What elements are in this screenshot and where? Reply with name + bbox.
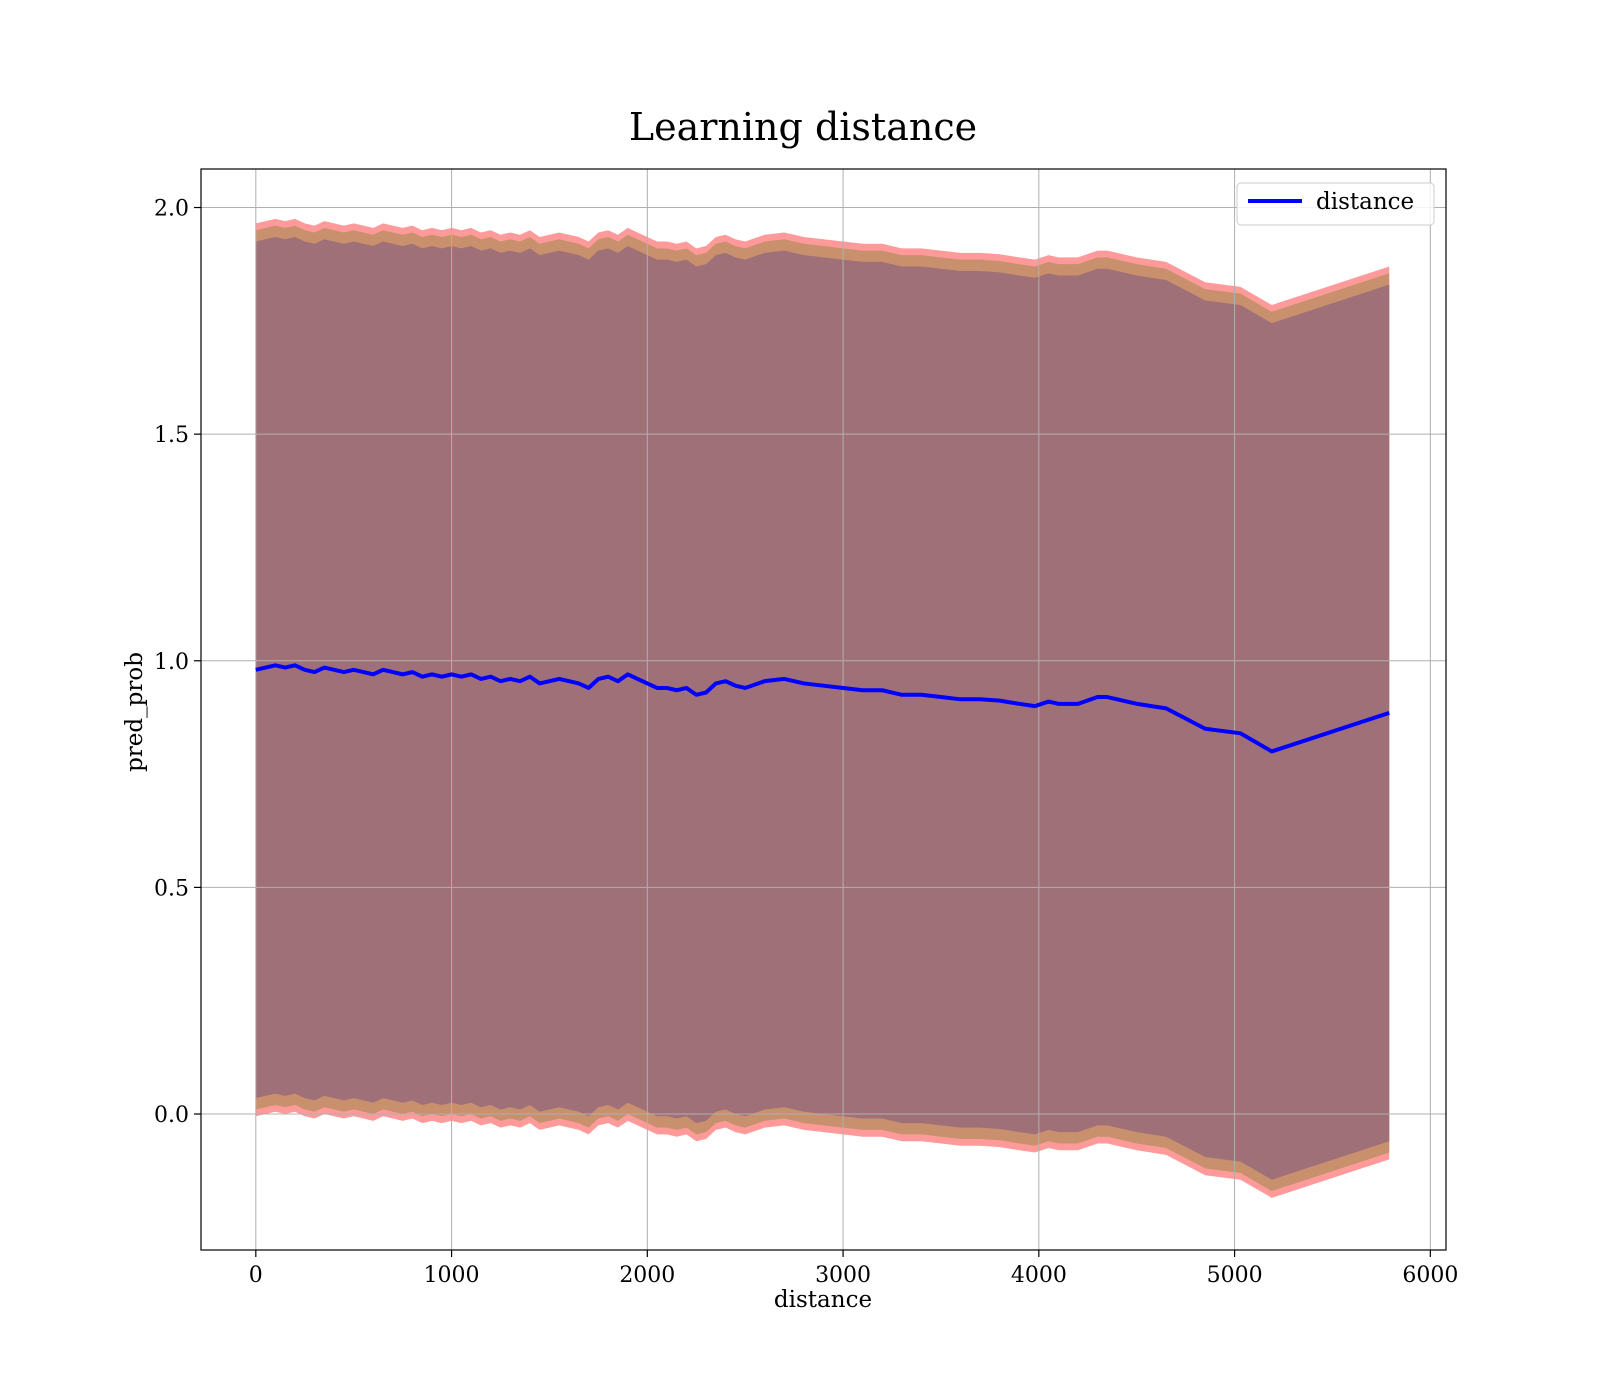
series-line-distance [255, 663, 1390, 754]
y-axis-label: pred_prob [122, 652, 148, 772]
x-tick-label: 1000 [424, 1263, 480, 1288]
legend: distance [1236, 182, 1435, 226]
chart-title: Learning distance [629, 105, 977, 149]
y-tick-label: 0.5 [154, 876, 189, 901]
plot-frame [200, 168, 1447, 1251]
grid-lines [201, 169, 1446, 1250]
legend-label: distance [1316, 189, 1414, 215]
y-tick-label: 1.5 [154, 423, 189, 448]
x-tick-label: 2000 [619, 1263, 675, 1288]
confidence-bands [255, 218, 1390, 1198]
x-tick-label: 3000 [815, 1263, 871, 1288]
y-tick-label: 2.0 [154, 197, 189, 222]
x-axis-ticks: 0 1000 2000 3000 4000 5000 6000 [249, 1250, 1458, 1288]
legend-box [1236, 182, 1435, 226]
y-axis-ticks: 0.0 0.5 1.0 1.5 2.0 [154, 197, 201, 1128]
x-tick-label: 0 [249, 1263, 263, 1288]
y-tick-label: 0.0 [154, 1103, 189, 1128]
y-tick-label: 1.0 [154, 650, 189, 675]
series-lines [255, 663, 1390, 754]
x-tick-label: 4000 [1011, 1263, 1067, 1288]
x-axis-label: distance [774, 1287, 872, 1313]
x-tick-label: 5000 [1207, 1263, 1263, 1288]
plot-area [200, 168, 1447, 1251]
band-inner [255, 236, 1390, 1180]
x-tick-label: 6000 [1402, 1263, 1458, 1288]
